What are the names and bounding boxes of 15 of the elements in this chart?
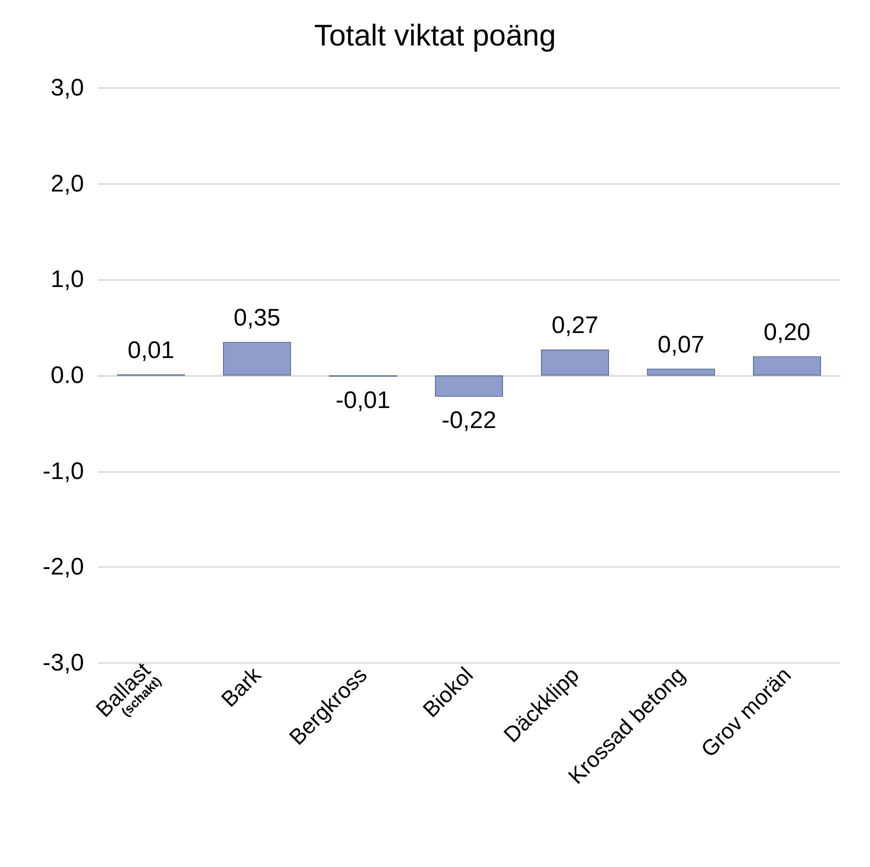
y-tick-label: 0.0 xyxy=(50,362,84,389)
data-label: 0,01 xyxy=(128,337,174,364)
y-tick-label: 2,0 xyxy=(50,170,84,198)
data-label: 0,20 xyxy=(764,318,810,346)
chart-title: Totalt viktat poäng xyxy=(314,20,556,52)
data-label: -0,01 xyxy=(336,386,390,414)
y-tick-label: 3,0 xyxy=(50,74,84,102)
data-label: 0,27 xyxy=(552,312,598,340)
y-tick-label: 1,0 xyxy=(50,266,84,294)
data-label: 0,07 xyxy=(658,331,704,358)
y-tick-label: -1,0 xyxy=(42,458,84,485)
y-tick-label: -2,0 xyxy=(42,554,84,581)
data-label: -0,22 xyxy=(442,407,496,434)
data-label: 0,35 xyxy=(234,304,280,332)
y-tick-label: -3,0 xyxy=(42,650,84,676)
